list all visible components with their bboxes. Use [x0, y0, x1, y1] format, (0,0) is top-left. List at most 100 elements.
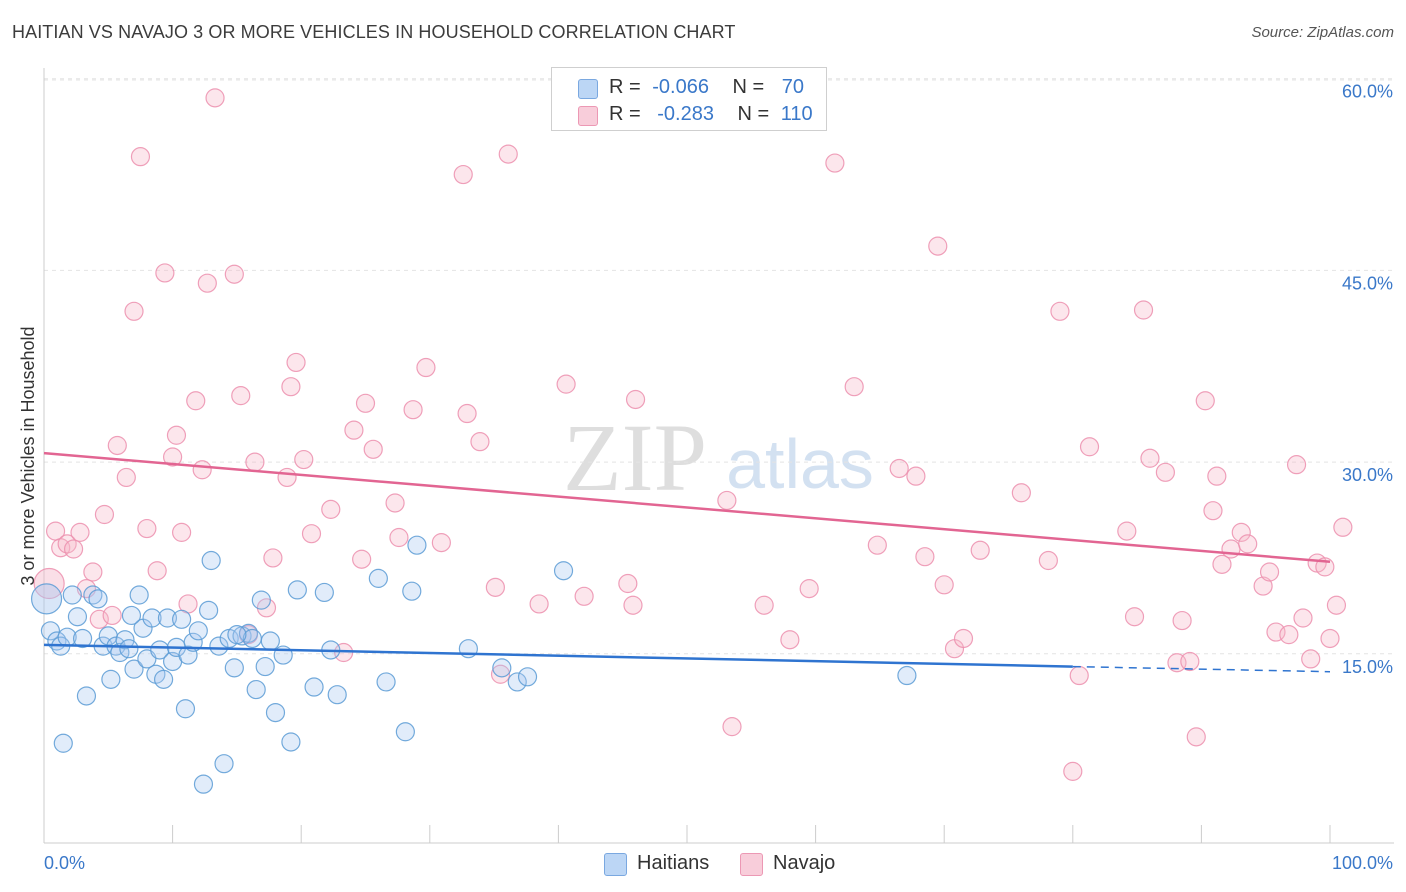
- navajo-point: [1186, 727, 1206, 747]
- haitian-point: [201, 550, 221, 571]
- navajo-point: [953, 628, 974, 649]
- haitian-point: [129, 585, 149, 605]
- navajo-point: [825, 153, 845, 173]
- navajo-point: [63, 539, 84, 559]
- navajo-point: [625, 389, 646, 410]
- source-label: Source: ZipAtlas.com: [1251, 24, 1394, 41]
- haitian-point: [175, 699, 196, 719]
- navajo-point: [490, 664, 511, 684]
- navajo-trend-line: [43, 451, 1331, 564]
- haitian-point: [214, 754, 234, 774]
- navajo-point: [231, 386, 251, 406]
- haitian-point: [251, 590, 271, 610]
- navajo-point: [1050, 301, 1070, 321]
- tick-labels: 15.0% 30.0% 45.0% 60.0% 0.0% 100.0%: [44, 82, 1393, 873]
- navajo-point: [574, 586, 594, 606]
- navajo-point: [355, 393, 376, 413]
- navajo-point: [1063, 761, 1083, 781]
- navajo-point: [754, 595, 774, 615]
- haitian-point: [53, 733, 73, 753]
- legend-n-label: N =: [732, 76, 765, 98]
- legend-n-label: N =: [737, 103, 770, 125]
- navajo-point: [915, 547, 935, 567]
- navajo-point: [1155, 462, 1175, 482]
- watermark-zip: ZIP: [563, 404, 707, 511]
- haitian-point: [142, 608, 162, 628]
- navajo-legend-swatch: [740, 853, 763, 876]
- haitian-point: [507, 672, 527, 692]
- navajo-point: [83, 562, 103, 582]
- navajo-point: [529, 594, 549, 614]
- haitian-point: [193, 774, 214, 794]
- navajo-point: [301, 524, 322, 544]
- navajo-point: [1238, 534, 1258, 554]
- navajo-point: [453, 164, 473, 185]
- haitian-point: [178, 645, 198, 665]
- haitian-point: [327, 685, 347, 705]
- haitian-point: [76, 686, 97, 706]
- haitian-point: [157, 608, 178, 628]
- haitian-point: [255, 656, 275, 677]
- watermark: ZIP atlas: [563, 404, 874, 511]
- navajo-point: [498, 144, 518, 164]
- navajo-point: [1011, 483, 1031, 503]
- legend-label-haitians: Haitians: [637, 852, 710, 874]
- navajo-point: [1079, 437, 1100, 457]
- haitians-trend-extension: [1072, 665, 1331, 673]
- navajo-point: [1301, 649, 1321, 669]
- y-tick-label: 30.0%: [1342, 465, 1393, 485]
- navajo-point: [1140, 448, 1160, 468]
- navajo-point: [889, 458, 909, 479]
- navajo-point: [344, 420, 364, 440]
- navajo-point: [245, 452, 265, 472]
- grid-lines: [44, 78, 1394, 655]
- navajo-point: [556, 374, 576, 394]
- haitians-swatch: [578, 79, 598, 99]
- navajo-point: [485, 577, 505, 597]
- y-tick-label: 45.0%: [1342, 273, 1393, 293]
- stats-legend: R = -0.066 N = 70 R = -0.283 N = 110: [551, 67, 827, 131]
- legend-r-value: -0.283: [657, 103, 714, 125]
- haitian-point: [83, 585, 103, 605]
- haitians-trend-line: [43, 643, 1073, 668]
- y-axis-label: 3 or more Vehicles in Household: [18, 326, 38, 585]
- haitian-point: [188, 621, 208, 641]
- navajo-point: [224, 264, 244, 284]
- haitian-point: [199, 600, 219, 620]
- navajo-point: [89, 609, 109, 629]
- haitian-point: [517, 667, 538, 687]
- navajo-point: [970, 540, 990, 560]
- navajo-point: [197, 273, 217, 293]
- haitian-point: [67, 607, 88, 627]
- navajo-point: [389, 527, 409, 548]
- legend-label-navajo: Navajo: [773, 852, 836, 874]
- navajo-point: [385, 493, 405, 513]
- legend-r-label: R =: [609, 103, 641, 125]
- navajo-point: [1293, 608, 1313, 628]
- haitian-point: [368, 568, 388, 588]
- navajo-point: [1207, 466, 1227, 486]
- navajo-point: [1180, 651, 1200, 672]
- navajo-point: [205, 88, 225, 108]
- x-tick-label: 100.0%: [1332, 853, 1393, 873]
- navajo-point: [363, 439, 383, 459]
- navajo-point: [155, 263, 175, 283]
- haitian-point: [281, 732, 301, 752]
- haitian-point: [304, 677, 324, 697]
- haitian-point: [395, 722, 415, 742]
- haitian-point: [172, 609, 192, 629]
- navajo-point: [94, 504, 115, 525]
- navajo-point: [263, 548, 283, 568]
- haitian-point: [153, 669, 174, 689]
- haitian-point: [492, 658, 512, 678]
- navajo-point: [470, 432, 490, 452]
- navajo-point: [70, 522, 90, 542]
- navajo-point: [1172, 610, 1192, 631]
- chart-title: HAITIAN VS NAVAJO 3 OR MORE VEHICLES IN …: [12, 22, 736, 42]
- navajo-point: [780, 630, 800, 650]
- haitians-legend-swatch: [604, 853, 627, 876]
- haitian-point: [101, 669, 121, 689]
- navajo-swatch: [578, 106, 598, 126]
- haitian-point: [121, 605, 142, 626]
